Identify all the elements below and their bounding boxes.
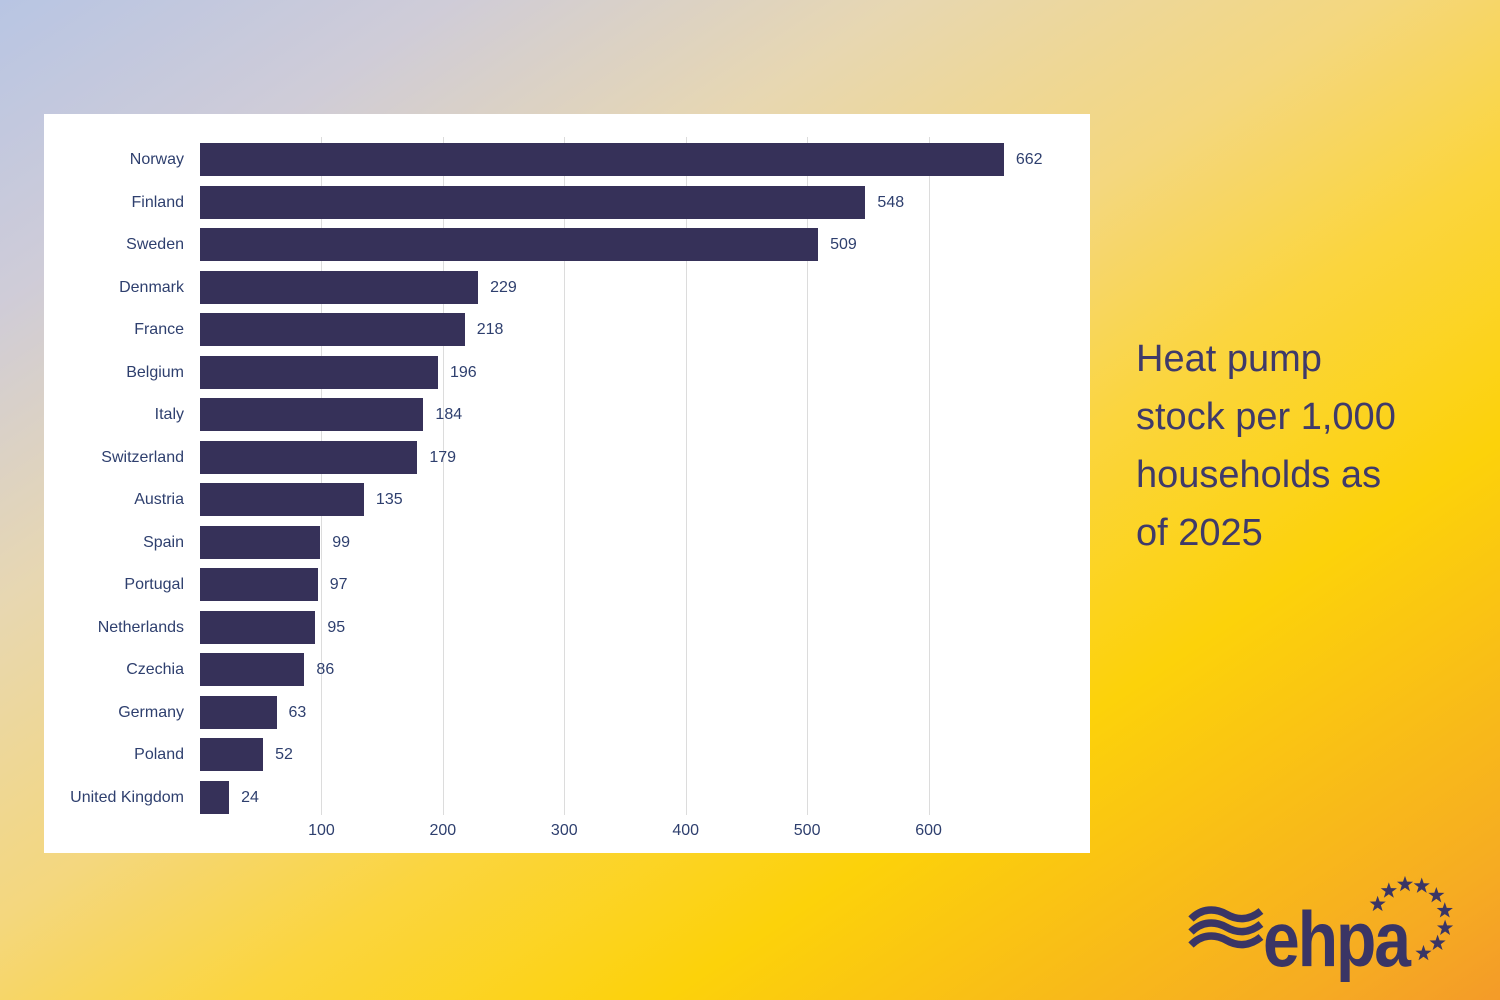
bar bbox=[200, 270, 479, 304]
category-label: Germany bbox=[118, 703, 184, 721]
category-label: United Kingdom bbox=[70, 788, 184, 806]
value-label: 179 bbox=[429, 448, 457, 466]
bar bbox=[200, 525, 321, 559]
eu-star-icon bbox=[1436, 919, 1454, 935]
eu-star-icon bbox=[1380, 882, 1397, 898]
value-label: 95 bbox=[327, 618, 346, 636]
bar bbox=[200, 780, 230, 814]
category-label: Italy bbox=[154, 406, 184, 424]
bar bbox=[200, 738, 264, 772]
bar-chart: 100 200 300 400 500 600 Norway 662 Finland 548 Swe… bbox=[44, 114, 1090, 853]
chart-panel: 100 200 300 400 500 600 Norway 662 Finland 548 Swe… bbox=[44, 114, 1090, 853]
bar bbox=[200, 228, 819, 262]
bar bbox=[200, 185, 866, 219]
gridline bbox=[321, 137, 323, 815]
category-label: Norway bbox=[129, 151, 184, 168]
bar bbox=[200, 440, 418, 474]
eu-star-icon bbox=[1396, 875, 1414, 892]
x-tick-label: 600 bbox=[915, 822, 942, 839]
value-label: 218 bbox=[476, 321, 504, 339]
value-label: 63 bbox=[288, 703, 307, 721]
eu-star-icon bbox=[1369, 895, 1386, 912]
eu-star-icon bbox=[1429, 934, 1446, 951]
category-label: France bbox=[134, 321, 184, 339]
x-tick-label: 300 bbox=[550, 822, 578, 839]
value-label: 86 bbox=[316, 661, 335, 679]
value-label: 24 bbox=[241, 788, 259, 806]
gridline bbox=[807, 137, 809, 815]
category-label: Portugal bbox=[124, 576, 184, 594]
category-label: Spain bbox=[143, 533, 184, 551]
value-label: 52 bbox=[275, 746, 293, 764]
value-label: 196 bbox=[450, 363, 477, 381]
category-label: Sweden bbox=[126, 236, 184, 254]
category-label: Belgium bbox=[126, 363, 184, 381]
bar bbox=[200, 143, 1004, 176]
category-label: Poland bbox=[134, 746, 184, 764]
chart-title-line: households as bbox=[1136, 454, 1382, 496]
gridline bbox=[564, 137, 566, 815]
value-label: 548 bbox=[877, 193, 905, 211]
category-label: Finland bbox=[131, 193, 184, 211]
category-label: Austria bbox=[134, 491, 184, 509]
value-label: 184 bbox=[435, 406, 463, 424]
ehpa-wordmark: ehpa bbox=[1263, 897, 1412, 983]
value-label: 99 bbox=[332, 533, 350, 551]
value-label: 662 bbox=[1015, 151, 1043, 168]
eu-star-icon bbox=[1415, 944, 1432, 961]
category-label: Czechia bbox=[126, 661, 184, 679]
x-tick-label: 500 bbox=[793, 822, 821, 839]
waves-icon bbox=[1188, 906, 1264, 949]
category-label: Switzerland bbox=[101, 448, 184, 466]
bar bbox=[200, 313, 465, 347]
value-label: 229 bbox=[490, 278, 517, 296]
gridline bbox=[928, 137, 930, 815]
value-label: 97 bbox=[329, 576, 348, 594]
bar bbox=[200, 483, 364, 517]
value-label: 509 bbox=[830, 236, 857, 254]
gridline bbox=[442, 137, 444, 815]
bar bbox=[200, 568, 318, 602]
x-tick-label: 100 bbox=[308, 822, 335, 839]
chart-title-line: Heat pump bbox=[1136, 338, 1322, 380]
ehpa-logo: ehpa bbox=[1188, 875, 1454, 983]
bar bbox=[200, 653, 305, 687]
bar bbox=[200, 695, 277, 729]
x-tick-label: 400 bbox=[672, 822, 700, 839]
category-label: Denmark bbox=[119, 278, 184, 296]
x-tick-label: 200 bbox=[429, 822, 457, 839]
eu-star-icon bbox=[1413, 877, 1430, 893]
eu-star-icon bbox=[1428, 886, 1445, 903]
bar bbox=[200, 398, 424, 432]
eu-stars-arc-icon bbox=[1369, 875, 1454, 961]
bar bbox=[200, 610, 316, 644]
chart-title-line: stock per 1,000 bbox=[1136, 396, 1396, 438]
gridline bbox=[685, 137, 687, 815]
chart-title: Heat pump stock per 1,000 households as … bbox=[1136, 330, 1466, 562]
eu-star-icon bbox=[1436, 902, 1453, 918]
bar bbox=[200, 355, 438, 389]
category-label: Netherlands bbox=[97, 618, 184, 636]
value-label: 135 bbox=[375, 491, 403, 509]
chart-title-line: of 2025 bbox=[1136, 512, 1263, 554]
